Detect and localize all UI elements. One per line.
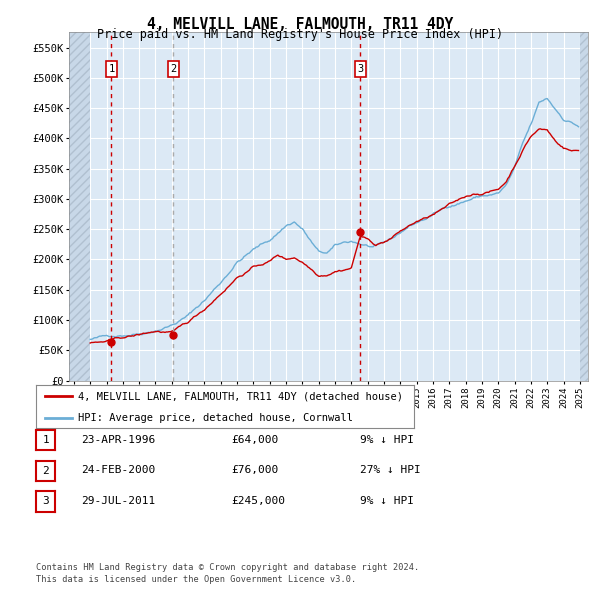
Bar — [69, 32, 90, 381]
Text: £245,000: £245,000 — [231, 496, 285, 506]
Text: 27% ↓ HPI: 27% ↓ HPI — [360, 466, 421, 475]
Text: 29-JUL-2011: 29-JUL-2011 — [81, 496, 155, 506]
Text: £76,000: £76,000 — [231, 466, 278, 475]
Text: 4, MELVILL LANE, FALMOUTH, TR11 4DY (detached house): 4, MELVILL LANE, FALMOUTH, TR11 4DY (det… — [77, 391, 403, 401]
Text: 24-FEB-2000: 24-FEB-2000 — [81, 466, 155, 475]
Text: 9% ↓ HPI: 9% ↓ HPI — [360, 496, 414, 506]
Text: 4, MELVILL LANE, FALMOUTH, TR11 4DY: 4, MELVILL LANE, FALMOUTH, TR11 4DY — [147, 17, 453, 31]
Text: Contains HM Land Registry data © Crown copyright and database right 2024.
This d: Contains HM Land Registry data © Crown c… — [36, 563, 419, 584]
Text: 3: 3 — [357, 64, 364, 74]
Text: HPI: Average price, detached house, Cornwall: HPI: Average price, detached house, Corn… — [77, 414, 353, 424]
Text: 3: 3 — [42, 497, 49, 506]
Text: 2: 2 — [170, 64, 176, 74]
Text: 1: 1 — [109, 64, 115, 74]
Text: Price paid vs. HM Land Registry's House Price Index (HPI): Price paid vs. HM Land Registry's House … — [97, 28, 503, 41]
Text: 2: 2 — [42, 466, 49, 476]
Text: 1: 1 — [42, 435, 49, 445]
Text: 9% ↓ HPI: 9% ↓ HPI — [360, 435, 414, 444]
Text: 23-APR-1996: 23-APR-1996 — [81, 435, 155, 444]
Bar — [580, 32, 588, 381]
Text: £64,000: £64,000 — [231, 435, 278, 444]
